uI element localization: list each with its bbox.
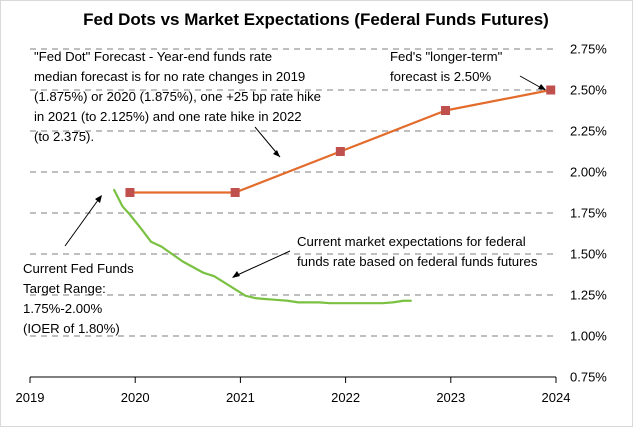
y-tick-label: 2.50% — [570, 83, 607, 98]
market-expectations-annotation-line: funds rate based on federal funds future… — [297, 254, 538, 269]
x-tick-label: 2023 — [436, 390, 465, 405]
current-target-arrow — [64, 195, 102, 247]
axis-layer: 2.75% 2.50% 2.25% 2.00% 1.75% 1.50% 1.25% 1.00%… — [16, 42, 608, 406]
longer-term-annotation-line: forecast is 2.50% — [390, 69, 491, 84]
fed-dot-annotation-line: median forecast is for no rate changes i… — [34, 69, 305, 84]
y-tick-label: 2.75% — [570, 42, 607, 57]
chart-title: Fed Dots vs Market Expectations (Federal… — [83, 10, 549, 29]
fed-dots-marker — [230, 188, 240, 197]
x-tick-label: 2022 — [331, 390, 360, 405]
y-tick-label: 1.00% — [570, 329, 607, 344]
current-target-annotation: Current Fed Funds Target Range: 1.75%-2.… — [23, 261, 137, 336]
longer-term-annotation: Fed's "longer-term" forecast is 2.50% — [390, 49, 506, 84]
current-target-annotation-line: Target Range: — [23, 281, 106, 296]
market-expectations-arrowhead — [232, 271, 240, 278]
fed-dots-marker — [125, 188, 135, 197]
market-expectations-arrow — [232, 250, 291, 278]
y-tick-label: 1.75% — [570, 206, 607, 221]
fed-dots-marker — [335, 147, 345, 156]
current-target-annotation-line: 1.75%-2.00% — [23, 301, 102, 316]
longer-term-arrowhead — [538, 84, 546, 90]
y-tick-label: 1.50% — [570, 247, 607, 262]
current-target-annotation-line: (IOER of 1.80%) — [23, 321, 120, 336]
current-target-arrowhead — [95, 195, 102, 203]
fed-dots-marker — [546, 85, 556, 95]
fed-dots-marker — [441, 106, 451, 115]
x-tick-label: 2019 — [16, 390, 45, 405]
fed-dot-arrowhead — [273, 150, 280, 157]
y-tick-label: 1.25% — [570, 288, 607, 303]
x-tick-label: 2024 — [542, 390, 571, 405]
x-tick-label: 2021 — [226, 390, 255, 405]
fed-dot-annotation-line: "Fed Dot" Forecast - Year-end funds rate — [34, 49, 272, 64]
longer-term-annotation-line: Fed's "longer-term" — [390, 49, 503, 64]
y-tick-label: 2.25% — [570, 124, 607, 139]
fed-dot-annotation-line: (to 2.375). — [34, 129, 94, 144]
market-expectations-line — [113, 188, 412, 305]
annotation-layer: "Fed Dot" Forecast - Year-end funds rate… — [23, 49, 546, 336]
y-tick-label: 0.75% — [570, 370, 607, 385]
market-expectations-annotation: Current market expectations for federal … — [297, 234, 538, 269]
fed-dot-annotation: "Fed Dot" Forecast - Year-end funds rate… — [34, 49, 325, 144]
fed-dot-annotation-line: (1.875%) or 2020 (1.875%), one +25 bp ra… — [34, 89, 321, 104]
series-layer — [113, 85, 556, 305]
current-target-annotation-line: Current Fed Funds — [23, 261, 134, 276]
x-tick-label: 2020 — [121, 390, 150, 405]
fed-dot-annotation-line: in 2021 (to 2.125%) and one rate hike in… — [34, 109, 302, 124]
y-tick-label: 2.00% — [570, 165, 607, 180]
market-expectations-annotation-line: Current market expectations for federal — [297, 234, 526, 249]
